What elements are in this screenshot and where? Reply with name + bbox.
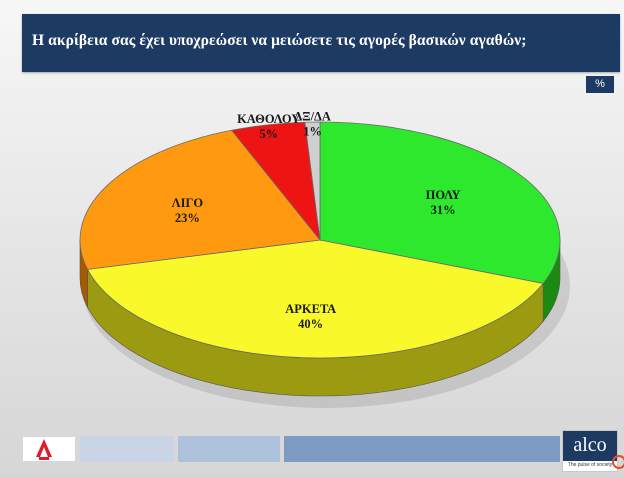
slice-label-5: ΔΞ/ΔΑ 1% xyxy=(294,109,331,138)
unit-badge: % xyxy=(586,76,614,93)
pie-slice-3 xyxy=(79,129,321,270)
slice-category-3: ΛΙΓΟ xyxy=(172,196,204,210)
alco-tagline: The pulse of society xyxy=(567,462,613,468)
slice-value-5: 1% xyxy=(303,124,322,138)
alco-brand: alco xyxy=(563,431,617,461)
pie-chart: ΠΟΛΥ 31%ΑΡΚΕΤΑ 40%ΛΙΓΟ 23%ΚΑΘΟΛΟΥ 5%ΔΞ/ΔΑ 1% xyxy=(79,109,570,408)
slice-label-3: ΛΙΓΟ 23% xyxy=(172,196,204,225)
slice-label-2: ΑΡΚΕΤΑ 40% xyxy=(285,302,336,331)
slice-category-4: ΚΑΘΟΛΟΥ xyxy=(237,112,300,126)
slice-value-1: 31% xyxy=(431,203,456,217)
alpha-news-logo-icon xyxy=(36,439,52,460)
footer-segment-4 xyxy=(284,436,560,462)
pie-slice-2 xyxy=(86,239,544,359)
question-header: Η ακρίβεια σας έχει υποχρεώσει να μειώσε… xyxy=(22,14,620,72)
slice-label-4: ΚΑΘΟΛΟΥ 5% xyxy=(237,112,300,141)
slice-label-1: ΠΟΛΥ 31% xyxy=(426,188,461,217)
question-title: Η ακρίβεια σας έχει υποχρεώσει να μειώσε… xyxy=(32,32,527,49)
footer-segment-2 xyxy=(80,436,174,462)
slice-category-5: ΔΞ/ΔΑ xyxy=(294,109,331,123)
pie-slice-5 xyxy=(304,121,321,241)
slice-value-3: 23% xyxy=(175,211,200,225)
corner-circle-icon xyxy=(612,455,624,469)
alco-logo: alco The pulse of society xyxy=(562,430,618,472)
pie-slice-1 xyxy=(319,121,561,284)
slice-category-2: ΑΡΚΕΤΑ xyxy=(285,302,336,316)
slice-category-1: ΠΟΛΥ xyxy=(426,188,461,202)
footer-segment-3 xyxy=(178,436,280,462)
slice-value-2: 40% xyxy=(298,317,323,331)
slice-value-4: 5% xyxy=(259,127,278,141)
